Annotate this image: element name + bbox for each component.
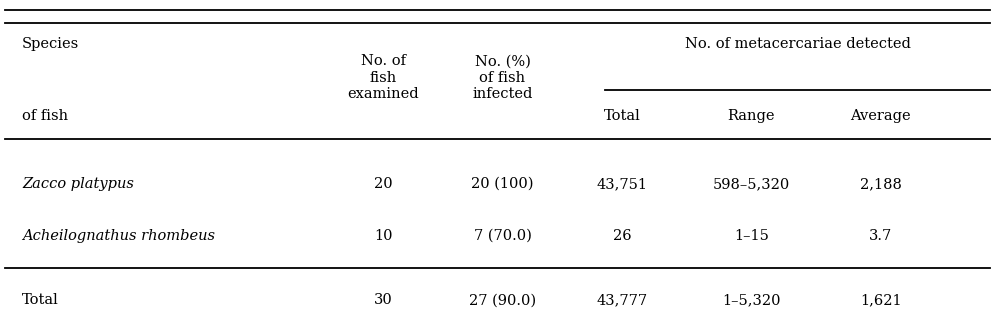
Text: 26: 26	[612, 229, 630, 243]
Text: 27 (90.0): 27 (90.0)	[468, 293, 536, 307]
Text: No. of metacercariae detected: No. of metacercariae detected	[684, 36, 910, 51]
Text: 10: 10	[374, 229, 392, 243]
Text: 598–5,320: 598–5,320	[712, 177, 789, 191]
Text: Range: Range	[727, 109, 774, 123]
Text: 7 (70.0): 7 (70.0)	[473, 229, 531, 243]
Text: of fish: of fish	[22, 109, 68, 123]
Text: 30: 30	[374, 293, 392, 307]
Text: Zacco platypus: Zacco platypus	[22, 177, 133, 191]
Text: 3.7: 3.7	[868, 229, 892, 243]
Text: 2,188: 2,188	[859, 177, 901, 191]
Text: 1–5,320: 1–5,320	[722, 293, 779, 307]
Text: Species: Species	[22, 36, 80, 51]
Text: 20: 20	[374, 177, 392, 191]
Text: Total: Total	[603, 109, 639, 123]
Text: 20 (100): 20 (100)	[471, 177, 533, 191]
Text: 1,621: 1,621	[859, 293, 901, 307]
Text: Total: Total	[22, 293, 59, 307]
Text: 43,777: 43,777	[595, 293, 647, 307]
Text: No. of
fish
examined: No. of fish examined	[347, 54, 418, 101]
Text: Acheilognathus rhombeus: Acheilognathus rhombeus	[22, 229, 215, 243]
Text: No. (%)
of fish
infected: No. (%) of fish infected	[472, 54, 532, 101]
Text: 43,751: 43,751	[595, 177, 647, 191]
Text: 1–15: 1–15	[733, 229, 768, 243]
Text: Average: Average	[850, 109, 910, 123]
